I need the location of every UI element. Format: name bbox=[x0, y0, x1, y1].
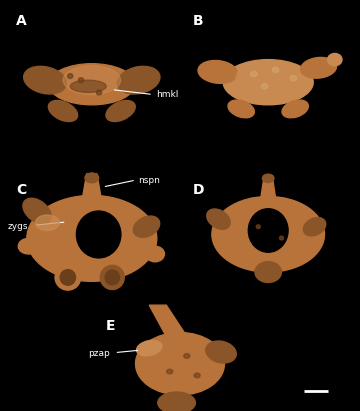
Ellipse shape bbox=[136, 340, 162, 356]
Ellipse shape bbox=[27, 196, 157, 282]
Text: A: A bbox=[16, 14, 27, 28]
Ellipse shape bbox=[85, 173, 99, 183]
Ellipse shape bbox=[262, 174, 274, 182]
Ellipse shape bbox=[282, 100, 309, 118]
Text: nspn: nspn bbox=[139, 175, 161, 185]
Ellipse shape bbox=[18, 238, 39, 254]
Ellipse shape bbox=[35, 215, 59, 231]
Ellipse shape bbox=[236, 62, 301, 95]
Ellipse shape bbox=[198, 60, 238, 83]
Ellipse shape bbox=[301, 58, 337, 78]
Ellipse shape bbox=[106, 100, 135, 122]
Ellipse shape bbox=[48, 100, 78, 122]
Ellipse shape bbox=[133, 216, 160, 237]
Ellipse shape bbox=[223, 60, 313, 105]
Ellipse shape bbox=[290, 76, 297, 81]
Ellipse shape bbox=[24, 66, 66, 94]
Ellipse shape bbox=[207, 209, 230, 229]
Text: D: D bbox=[193, 183, 204, 197]
Ellipse shape bbox=[212, 196, 324, 272]
Text: zygs: zygs bbox=[8, 222, 28, 231]
Ellipse shape bbox=[194, 373, 200, 378]
Ellipse shape bbox=[251, 72, 257, 76]
Ellipse shape bbox=[158, 392, 195, 411]
Ellipse shape bbox=[272, 67, 279, 72]
Ellipse shape bbox=[49, 64, 135, 105]
Ellipse shape bbox=[228, 100, 255, 118]
Ellipse shape bbox=[105, 270, 120, 285]
Ellipse shape bbox=[256, 225, 260, 229]
Ellipse shape bbox=[117, 66, 160, 94]
Text: C: C bbox=[16, 183, 26, 197]
Ellipse shape bbox=[76, 211, 121, 258]
Polygon shape bbox=[82, 174, 102, 203]
Ellipse shape bbox=[248, 209, 288, 252]
Ellipse shape bbox=[255, 262, 282, 282]
Text: B: B bbox=[193, 14, 203, 28]
Ellipse shape bbox=[328, 53, 342, 66]
Text: pzap: pzap bbox=[88, 349, 110, 358]
Ellipse shape bbox=[70, 80, 106, 92]
Polygon shape bbox=[260, 175, 276, 204]
Ellipse shape bbox=[167, 369, 173, 374]
Ellipse shape bbox=[55, 265, 81, 290]
Ellipse shape bbox=[303, 217, 326, 236]
Text: E: E bbox=[106, 319, 116, 332]
Ellipse shape bbox=[146, 246, 165, 262]
Ellipse shape bbox=[96, 90, 102, 95]
Ellipse shape bbox=[261, 84, 268, 89]
Ellipse shape bbox=[135, 332, 225, 395]
Ellipse shape bbox=[184, 353, 190, 358]
Ellipse shape bbox=[78, 78, 84, 83]
Text: hmkl: hmkl bbox=[157, 90, 179, 99]
Ellipse shape bbox=[60, 270, 76, 285]
Ellipse shape bbox=[279, 236, 283, 240]
Ellipse shape bbox=[23, 198, 51, 224]
Polygon shape bbox=[149, 305, 187, 336]
Ellipse shape bbox=[63, 66, 121, 95]
Ellipse shape bbox=[206, 341, 236, 363]
Ellipse shape bbox=[68, 74, 73, 79]
Ellipse shape bbox=[100, 266, 124, 289]
